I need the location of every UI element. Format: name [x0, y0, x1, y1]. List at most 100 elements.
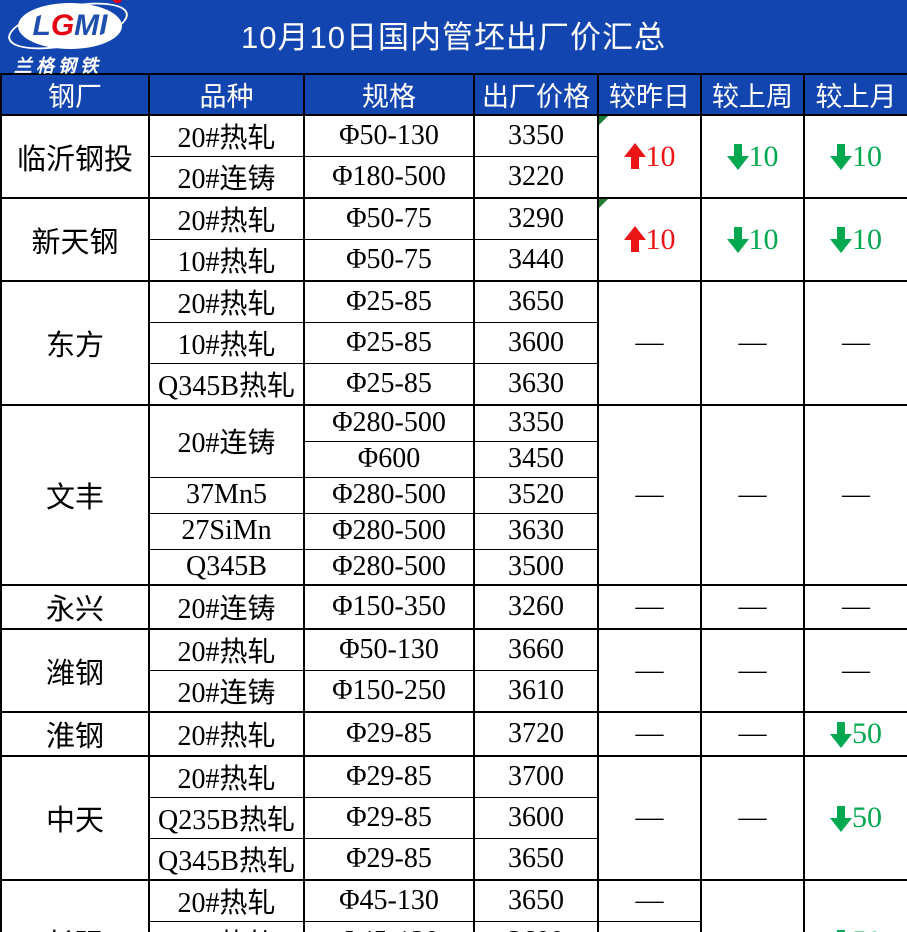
- price-cell: 3260: [473, 584, 599, 630]
- change-vs-yesterday-cell: —: [597, 628, 702, 713]
- change-vs-yesterday-cell: —: [597, 711, 702, 757]
- variety-cell: 20#连铸: [148, 156, 305, 199]
- change-vs-month-cell: 10: [803, 114, 907, 199]
- variety-cell: 27SiMn: [148, 512, 305, 550]
- change-vs-month-cell: —: [803, 404, 907, 586]
- down-arrow-icon: [830, 143, 852, 170]
- spec-cell: Φ25-85: [303, 280, 475, 323]
- change-vs-week-cell: —: [700, 280, 805, 406]
- table-row: 20#连铸 Φ150-250 3610: [1, 670, 907, 713]
- mill-name-cell: 临沂钢投: [0, 114, 150, 199]
- price-cell: 3660: [473, 628, 599, 671]
- variety-cell: 20#热轧: [148, 879, 305, 922]
- table-row: 淮钢 20#热轧 Φ29-85 3720 — — 50: [0, 711, 907, 757]
- mill-name-cell: 东方: [0, 280, 150, 406]
- mill-name-cell: 新天钢: [0, 197, 150, 282]
- col-header-vs-week: 较上周: [700, 73, 805, 116]
- spec-cell: Φ45-130: [303, 921, 475, 932]
- change-vs-yesterday-cell: —: [597, 584, 702, 630]
- col-header-spec: 规格: [303, 73, 475, 116]
- table-row: 37Mn5 Φ280-500 3520: [1, 476, 907, 514]
- price-cell: 3500: [473, 548, 599, 586]
- change-vs-month-cell: 50: [803, 711, 907, 757]
- down-arrow-icon: [830, 929, 852, 932]
- change-vs-yesterday-cell: —: [597, 755, 702, 881]
- price-cell: 3700: [473, 755, 599, 798]
- col-header-mill: 钢厂: [0, 73, 150, 116]
- title-bar: LGMI 兰格钢铁 10月10日国内管坯出厂价汇总: [0, 0, 907, 76]
- change-vs-week-cell: —: [700, 711, 805, 757]
- price-cell: 3600: [473, 797, 599, 839]
- change-vs-week-cell: 10: [700, 197, 805, 282]
- down-arrow-icon: [830, 805, 852, 832]
- table-row: 中天 20#热轧 Φ29-85 3700 — — 50: [0, 755, 907, 881]
- price-cell: 3600: [473, 322, 599, 364]
- variety-cell: 20#连铸: [148, 670, 305, 713]
- change-vs-yesterday-cell: 10: [597, 197, 702, 282]
- table-row: Q235B热轧 Φ29-85 3600: [1, 797, 907, 839]
- change-vs-week-cell: —: [700, 404, 805, 586]
- change-vs-month-cell: —: [803, 584, 907, 630]
- lgmi-logo-ellipse: LGMI: [4, 0, 132, 59]
- table-row: 20#连铸 Φ180-500 3220: [1, 156, 907, 199]
- mill-name-cell: 中天: [0, 755, 150, 881]
- table-row: 新天钢 20#热轧 Φ50-75 3290 10 10 10: [0, 197, 907, 282]
- price-cell: 3600: [473, 921, 599, 932]
- variety-cell: Q345B热轧: [148, 363, 305, 406]
- mill-name-cell: 文丰: [0, 404, 150, 586]
- price-cell: 3650: [473, 879, 599, 922]
- price-table: 钢厂 品种 规格 出厂价格 较昨日 较上周 较上月 临沂钢投 20#热轧 Φ50…: [0, 73, 907, 932]
- variety-cell: 20#热轧: [148, 755, 305, 798]
- page-title: 10月10日国内管坯出厂价汇总: [241, 20, 666, 55]
- variety-cell: 20#连铸: [148, 584, 305, 630]
- price-cell: 3630: [473, 512, 599, 550]
- mill-name-cell: 长强: [0, 879, 150, 932]
- change-vs-yesterday-cell: —: [597, 280, 702, 406]
- change-vs-month-cell: 10: [803, 197, 907, 282]
- table-row: 长强 20#热轧 Φ45-130 3650 — — 50: [0, 879, 907, 932]
- spec-cell: Φ50-130: [303, 628, 475, 671]
- spec-cell: Φ280-500: [303, 548, 475, 586]
- table-row: 东方 20#热轧 Φ25-85 3650 — — —: [0, 280, 907, 406]
- down-arrow-icon: [726, 226, 749, 253]
- col-header-vs-month: 较上月: [803, 73, 907, 116]
- table-row: 10#热轧 Φ25-85 3600: [1, 322, 907, 364]
- col-header-price: 出厂价格: [473, 73, 599, 116]
- change-vs-month-cell: —: [803, 280, 907, 406]
- table-row: Q345B热轧 Φ25-85 3630: [1, 363, 907, 406]
- price-cell: 3720: [473, 711, 599, 757]
- change-vs-yesterday-cell: —: [597, 921, 702, 932]
- price-cell: 3290: [473, 197, 599, 240]
- down-arrow-icon: [830, 226, 852, 253]
- mill-name-cell: 永兴: [0, 584, 150, 630]
- variety-cell: 10#热轧: [148, 322, 305, 364]
- variety-cell: 20#连铸: [148, 404, 305, 478]
- change-vs-yesterday-cell: —: [597, 404, 702, 586]
- price-cell: 3220: [473, 156, 599, 199]
- table-row: 10#热轧 Φ45-130 3600 —: [1, 921, 907, 932]
- variety-cell: 20#热轧: [148, 197, 305, 240]
- spec-cell: Φ50-130: [303, 114, 475, 157]
- variety-cell: 20#热轧: [148, 114, 305, 157]
- change-vs-month-cell: 50: [803, 879, 907, 932]
- change-vs-week-cell: —: [700, 755, 805, 881]
- change-vs-yesterday-cell: —: [597, 879, 702, 922]
- price-cell: 3610: [473, 670, 599, 713]
- spec-cell: Φ50-75: [303, 197, 475, 240]
- price-cell: 3650: [473, 838, 599, 881]
- up-arrow-icon: [623, 226, 646, 253]
- variety-cell: Q345B热轧: [148, 838, 305, 881]
- col-header-variety: 品种: [148, 73, 305, 116]
- header-row: 钢厂 品种 规格 出厂价格 较昨日 较上周 较上月: [0, 73, 907, 116]
- variety-cell: 10#热轧: [148, 921, 305, 932]
- change-vs-month-cell: 50: [803, 755, 907, 881]
- col-header-vs-yesterday: 较昨日: [597, 73, 702, 116]
- spec-cell: Φ280-500: [303, 512, 475, 550]
- table-row: 文丰 20#连铸 Φ280-500 3350 — — —: [0, 404, 907, 586]
- down-arrow-icon: [830, 721, 852, 748]
- green-corner-marker-icon: [599, 116, 608, 125]
- price-cell: 3350: [473, 404, 599, 442]
- variety-cell: Q235B热轧: [148, 797, 305, 839]
- spec-cell: Φ29-85: [303, 838, 475, 881]
